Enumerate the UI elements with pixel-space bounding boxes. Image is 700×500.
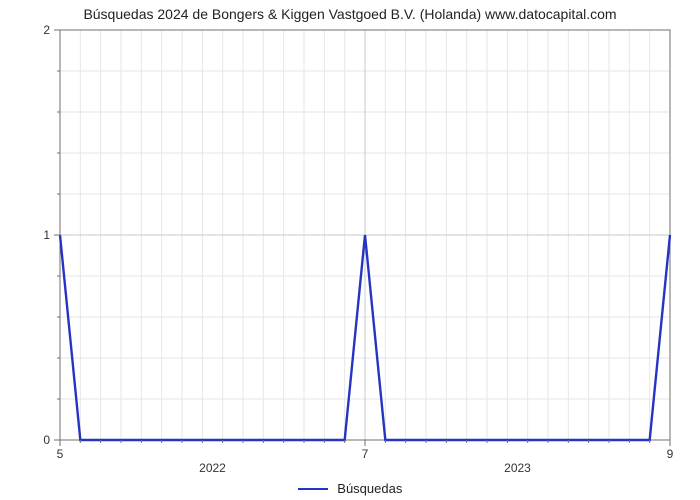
chart-plot: 0 1 2 5 7 9 2022 2023: [0, 0, 700, 500]
svg-text:2023: 2023: [504, 461, 531, 475]
svg-text:9: 9: [667, 447, 674, 461]
svg-text:5: 5: [57, 447, 64, 461]
svg-text:2022: 2022: [199, 461, 226, 475]
svg-text:2: 2: [43, 23, 50, 37]
svg-text:1: 1: [43, 228, 50, 242]
legend-label: Búsquedas: [337, 481, 402, 496]
svg-text:7: 7: [362, 447, 369, 461]
chart-legend: Búsquedas: [0, 480, 700, 496]
svg-text:0: 0: [43, 433, 50, 447]
legend-swatch: [298, 488, 328, 490]
